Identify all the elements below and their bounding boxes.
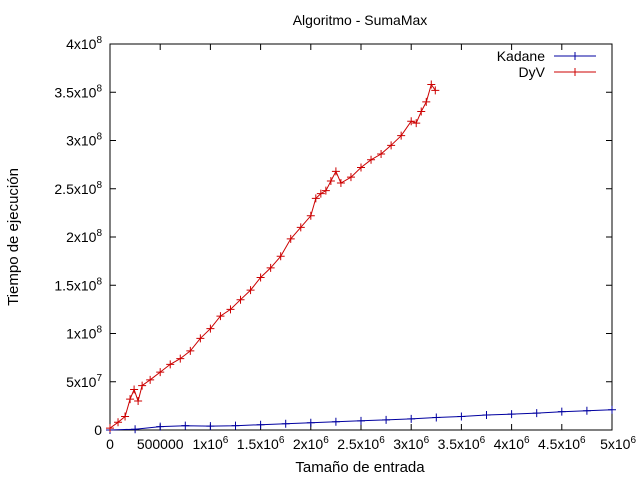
- data-point: [131, 425, 140, 434]
- data-point: [156, 368, 165, 377]
- data-point: [377, 150, 386, 159]
- x-tick-label: 3x106: [393, 435, 429, 452]
- data-point: [276, 252, 285, 261]
- data-point: [382, 415, 391, 424]
- data-point: [296, 223, 305, 232]
- data-point: [336, 178, 345, 187]
- series-kadane: [106, 405, 616, 434]
- data-point: [126, 395, 135, 404]
- x-tick-label: 1.5x106: [237, 435, 285, 452]
- data-point: [306, 418, 315, 427]
- legend-marker: [571, 68, 579, 76]
- y-axis-title: Tiempo de ejecución: [5, 168, 22, 306]
- x-tick-label: 4.5x106: [538, 435, 586, 452]
- data-point: [138, 381, 147, 390]
- data-point: [357, 416, 365, 425]
- y-tick-label: 2.5x108: [54, 180, 102, 197]
- data-point: [216, 312, 225, 321]
- data-point: [206, 324, 215, 333]
- data-point: [482, 411, 491, 420]
- data-point: [422, 97, 431, 106]
- data-point: [114, 418, 123, 427]
- legend-label: DyV: [519, 64, 546, 80]
- data-point: [582, 406, 591, 415]
- data-point: [331, 417, 340, 426]
- series-layer: [106, 80, 616, 434]
- data-point: [321, 186, 330, 195]
- data-point: [156, 422, 165, 431]
- x-tick-label: 4x106: [494, 435, 530, 452]
- x-tick-label: 0: [106, 436, 114, 452]
- data-point: [331, 167, 340, 176]
- data-point: [130, 385, 139, 394]
- data-point: [281, 419, 290, 428]
- x-tick-label: 2x106: [293, 435, 329, 452]
- y-tick-label: 3.5x108: [54, 83, 102, 100]
- data-point: [176, 354, 185, 363]
- axis-ticks: [109, 43, 613, 431]
- data-point: [231, 421, 240, 430]
- data-point: [557, 407, 566, 416]
- data-point: [186, 346, 195, 355]
- data-point: [286, 234, 295, 243]
- y-tick-label: 2x108: [66, 228, 102, 245]
- data-point: [427, 80, 436, 89]
- data-point: [181, 421, 190, 430]
- x-tick-label: 1x106: [192, 435, 228, 452]
- data-point: [431, 86, 440, 95]
- x-tick-label: 5x106: [600, 435, 636, 452]
- data-point: [134, 397, 143, 406]
- data-point: [166, 360, 175, 369]
- data-point: [311, 194, 320, 203]
- data-point: [407, 414, 416, 423]
- data-point: [608, 405, 616, 414]
- x-tick-label: 500000: [137, 436, 184, 452]
- series-line: [109, 83, 436, 429]
- data-point: [246, 286, 255, 295]
- data-point: [226, 305, 235, 314]
- data-point: [532, 409, 541, 418]
- y-tick-label: 1x108: [66, 325, 102, 342]
- data-point: [412, 119, 421, 128]
- data-point: [106, 424, 114, 433]
- tick-labels: 0 500000 1x106 1.5x106 2x106 2.5x106 3x106 3.5x…: [54, 35, 636, 452]
- y-tick-label: 0: [94, 422, 102, 438]
- x-axis-title: Tamaño de entrada: [295, 459, 425, 476]
- data-point: [256, 420, 265, 429]
- data-point: [256, 273, 265, 282]
- data-point: [387, 141, 396, 150]
- y-tick-label: 5x107: [66, 373, 102, 390]
- data-point: [417, 107, 426, 116]
- x-tick-label: 3.5x106: [438, 435, 486, 452]
- y-tick-label: 4x108: [66, 35, 102, 52]
- data-point: [507, 410, 516, 419]
- data-point: [457, 412, 466, 421]
- data-point: [316, 189, 325, 198]
- y-tick-label: 1.5x108: [54, 276, 102, 293]
- data-point: [432, 413, 441, 422]
- y-tick-label: 3x108: [66, 132, 102, 149]
- data-point: [407, 117, 416, 126]
- data-point: [146, 375, 155, 384]
- data-point: [346, 173, 355, 182]
- data-point: [266, 263, 275, 272]
- data-point: [367, 155, 376, 164]
- data-point: [357, 163, 365, 172]
- data-point: [306, 211, 315, 220]
- data-point: [236, 295, 245, 304]
- data-point: [326, 177, 335, 186]
- data-point: [121, 412, 130, 421]
- series-dyv: [106, 80, 440, 433]
- chart-title: Algoritmo - SumaMax: [293, 12, 428, 28]
- legend-label: Kadane: [497, 48, 545, 64]
- legend-marker: [571, 52, 579, 60]
- plot-frame: [109, 43, 613, 431]
- data-point: [196, 334, 205, 343]
- x-tick-label: 2.5x106: [337, 435, 385, 452]
- data-point: [206, 422, 215, 431]
- data-point: [397, 131, 406, 140]
